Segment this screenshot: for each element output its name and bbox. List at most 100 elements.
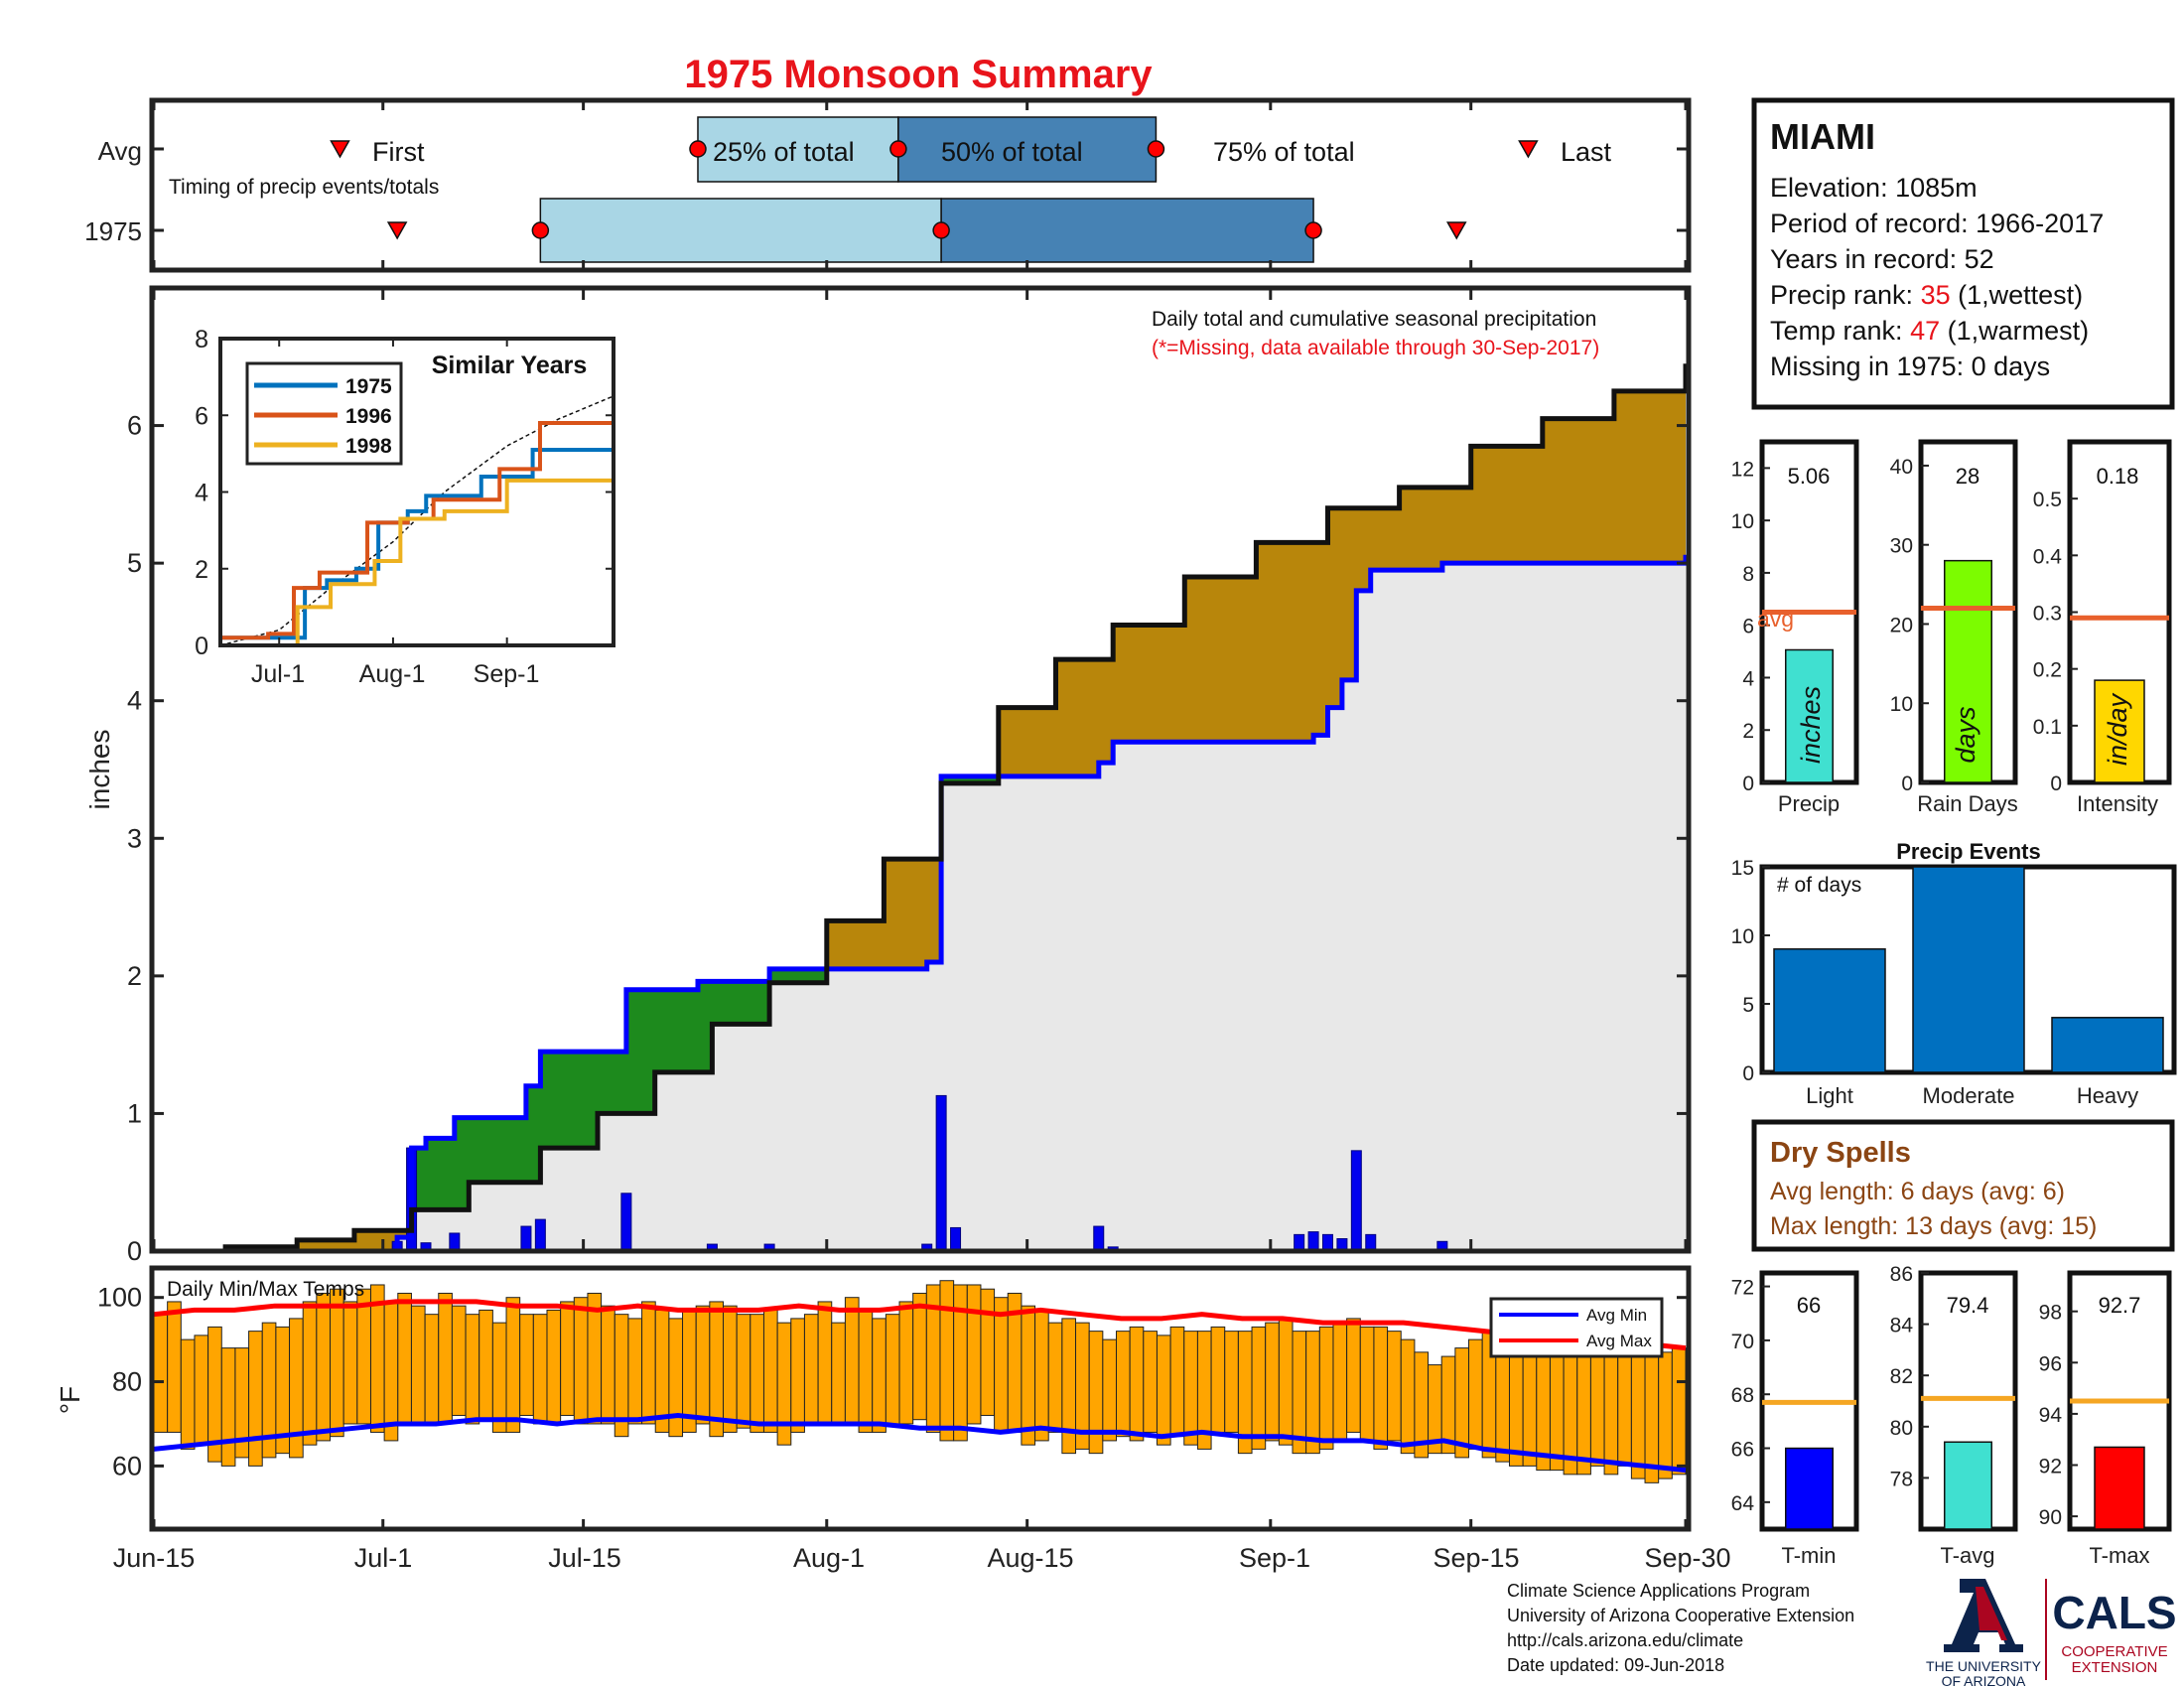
x-label-sep1: Sep-1 [1239, 1543, 1310, 1573]
footer-line-2: University of Arizona Cooperative Extens… [1507, 1606, 1854, 1625]
x-label-jul15: Jul-15 [548, 1543, 621, 1573]
ua-line-1: THE UNIVERSITY [1926, 1658, 2042, 1674]
last-event-marker [1518, 140, 1539, 159]
events-tick-label: 15 [1731, 857, 1754, 880]
daily-temp-bar [519, 1314, 534, 1416]
rain-days-summary-tick-label: 0 [1901, 773, 1913, 795]
dry-spells-avg: Avg length: 6 days (avg: 6) [1770, 1178, 2065, 1205]
daily-temp-bar [383, 1301, 399, 1442]
station-temp-rank: Temp rank: 47 (1,warmest) [1770, 316, 2089, 346]
daily-temp-bar [587, 1292, 603, 1425]
precip-summary-tick-label: 2 [1742, 720, 1754, 743]
tmax-label: T-max [2089, 1543, 2149, 1568]
intensity-summary-bar [2094, 679, 2145, 783]
tavg-summary-bar [1944, 1441, 1992, 1530]
x-label-sep15: Sep-15 [1433, 1543, 1519, 1573]
daily-temp-bar [1387, 1331, 1402, 1442]
daily-temp-bar [1468, 1338, 1483, 1450]
rain-days-summary-tick-label: 20 [1890, 614, 1913, 636]
events-tick-label: 10 [1731, 925, 1754, 948]
daily-precip-bar [1093, 1225, 1105, 1252]
temp-y-tick-label: 80 [112, 1367, 142, 1397]
tmin-summary-tick-label: 70 [1731, 1331, 1754, 1353]
daily-temp-bar [220, 1347, 236, 1467]
rain-days-summary-bar [1944, 559, 1992, 783]
y-tick-label: 2 [127, 961, 142, 991]
precip-summary-tick-label: 4 [1742, 667, 1754, 690]
daily-temp-bar [356, 1288, 371, 1425]
station-name: MIAMI [1770, 116, 1875, 157]
daily-temp-bar [1332, 1322, 1348, 1442]
tavg-label: T-avg [1940, 1543, 1994, 1568]
daily-temp-bar [1644, 1347, 1660, 1483]
temp-chart: 60 80 100 Daily Min/Max Temps °F Avg Min A… [55, 1265, 1692, 1532]
daily-temp-bar [1630, 1342, 1646, 1479]
daily-temp-bar [695, 1305, 711, 1425]
daily-temp-bar [248, 1331, 263, 1467]
daily-temp-bar [994, 1297, 1009, 1433]
daily-temp-bar [790, 1318, 805, 1433]
daily-temp-bar [438, 1292, 453, 1425]
precip-summary-tick-label: 6 [1742, 616, 1754, 638]
daily-temp-bar [939, 1280, 955, 1442]
daily-temp-bar [1603, 1338, 1619, 1476]
inset-x-label-sep: Sep-1 [474, 660, 540, 688]
temp-rank-value: 47 [1910, 316, 1940, 346]
daily-temp-bar [776, 1322, 792, 1446]
daily-temp-bar [573, 1297, 589, 1425]
tavg-summary-tick-label: 84 [1890, 1315, 1914, 1337]
daily-temp-bar [1088, 1331, 1104, 1455]
daily-temp-bar [762, 1309, 778, 1433]
average-cumulative-area [154, 554, 1686, 1251]
intensity-summary-tick-label: 0.4 [2033, 545, 2063, 568]
percentile-marker [1304, 221, 1322, 239]
tavg-summary-tick-label: 82 [1890, 1365, 1913, 1388]
station-missing: Missing in 1975: 0 days [1770, 352, 2050, 381]
x-label-aug15: Aug-15 [987, 1543, 1073, 1573]
percentile-marker [889, 140, 907, 158]
percentile-marker [932, 221, 950, 239]
daily-temp-bar [1129, 1326, 1145, 1442]
daily-temp-bar [844, 1297, 860, 1425]
daily-temp-bar [1658, 1351, 1673, 1479]
last-label: Last [1561, 137, 1612, 167]
daily-temp-bar [1021, 1305, 1036, 1446]
first-event-marker [386, 221, 408, 240]
inset-y-tick-label: 8 [195, 326, 208, 353]
daily-precip-bar [534, 1218, 546, 1252]
events-bar-light [1773, 948, 1886, 1073]
daily-precip-bar [1350, 1150, 1362, 1252]
p25-label: 25% of total [713, 137, 855, 167]
timing-caption: Timing of precip events/totals [169, 176, 439, 199]
precip-value: 5.06 [1788, 464, 1831, 489]
y-tick-label: 1 [127, 1098, 142, 1128]
tmax-summary-tick-label: 94 [2039, 1404, 2063, 1427]
inset-average-line [219, 395, 614, 646]
events-tick-label: 0 [1742, 1062, 1754, 1085]
daily-temp-bar [831, 1322, 846, 1425]
events-title: Precip Events [1896, 839, 2041, 864]
precip-summary-bar [1785, 648, 1834, 783]
y-tick-label: 0 [127, 1236, 142, 1266]
average-cumulative-line [154, 554, 1689, 1254]
daily-temp-bar [668, 1318, 684, 1438]
events-label-light: Light [1806, 1083, 1853, 1108]
inset-y-tick-label: 2 [195, 556, 208, 584]
tmin-summary-tick-label: 72 [1731, 1277, 1754, 1300]
p50-label: 50% of total [941, 137, 1083, 167]
legend-label-avg-max: Avg Max [1586, 1332, 1652, 1350]
temp-legend-box [1489, 1297, 1664, 1358]
daily-temp-bar [641, 1301, 656, 1425]
intensity-value: 0.18 [2097, 464, 2139, 489]
intensity-summary-tick-label: 0.1 [2033, 716, 2062, 739]
daily-temp-bar [1102, 1338, 1117, 1442]
inset-title: Similar Years [432, 352, 588, 379]
intensity-summary-tick-label: 0 [2050, 773, 2062, 795]
rain-days-summary-tick-label: 40 [1890, 456, 1913, 479]
tavg-summary-tick-label: 86 [1890, 1263, 1913, 1286]
daily-temp-bar [654, 1309, 670, 1433]
daily-temp-bar [709, 1301, 725, 1438]
precip-avg-text: avg [1757, 606, 1794, 632]
tmin-summary-bar [1785, 1447, 1834, 1530]
y-tick-label: 5 [127, 548, 142, 578]
